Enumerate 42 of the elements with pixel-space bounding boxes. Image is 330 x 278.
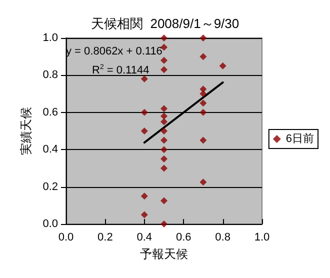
point bbox=[160, 155, 168, 162]
y-tick-label: 0.2 bbox=[42, 180, 58, 193]
x-tick-label: 0.0 bbox=[58, 232, 74, 244]
point bbox=[160, 56, 168, 64]
point bbox=[140, 128, 148, 134]
point bbox=[140, 108, 148, 116]
x-axis-title: 予報天候 bbox=[140, 246, 188, 261]
point bbox=[160, 136, 168, 144]
point bbox=[200, 108, 207, 116]
point bbox=[160, 220, 168, 228]
point bbox=[160, 164, 168, 172]
y-tick-label: 0.0 bbox=[42, 218, 58, 230]
y-tick-label: 0.8 bbox=[42, 69, 58, 82]
point bbox=[200, 53, 207, 60]
x-tick-label: 0.4 bbox=[136, 232, 152, 244]
y-tick-label: 0.6 bbox=[42, 106, 58, 118]
point bbox=[160, 105, 168, 112]
x-tick-label: 0.2 bbox=[98, 232, 113, 244]
point bbox=[140, 211, 148, 218]
y-tick-label: 1.0 bbox=[42, 32, 58, 44]
chart-title: 天候相関 2008/9/1～9/30 bbox=[91, 16, 240, 31]
x-tick-label: 0.8 bbox=[215, 232, 230, 244]
point bbox=[160, 146, 168, 154]
point bbox=[200, 136, 207, 144]
point bbox=[200, 34, 207, 42]
legend-label: 6日前 bbox=[286, 133, 314, 145]
point bbox=[160, 66, 168, 74]
y-tick-label: 0.4 bbox=[42, 144, 58, 156]
point bbox=[160, 112, 168, 120]
point bbox=[160, 128, 168, 134]
y-axis-title: 実績天候 bbox=[18, 107, 33, 155]
x-tick-label: 0.6 bbox=[176, 232, 192, 244]
point bbox=[140, 192, 148, 200]
point bbox=[219, 62, 226, 70]
point bbox=[200, 100, 207, 107]
point bbox=[140, 75, 148, 82]
point bbox=[200, 178, 207, 186]
point bbox=[200, 90, 207, 98]
point bbox=[160, 118, 168, 126]
point bbox=[160, 34, 168, 42]
x-tick-label: 1.0 bbox=[254, 232, 270, 244]
point bbox=[160, 197, 168, 204]
